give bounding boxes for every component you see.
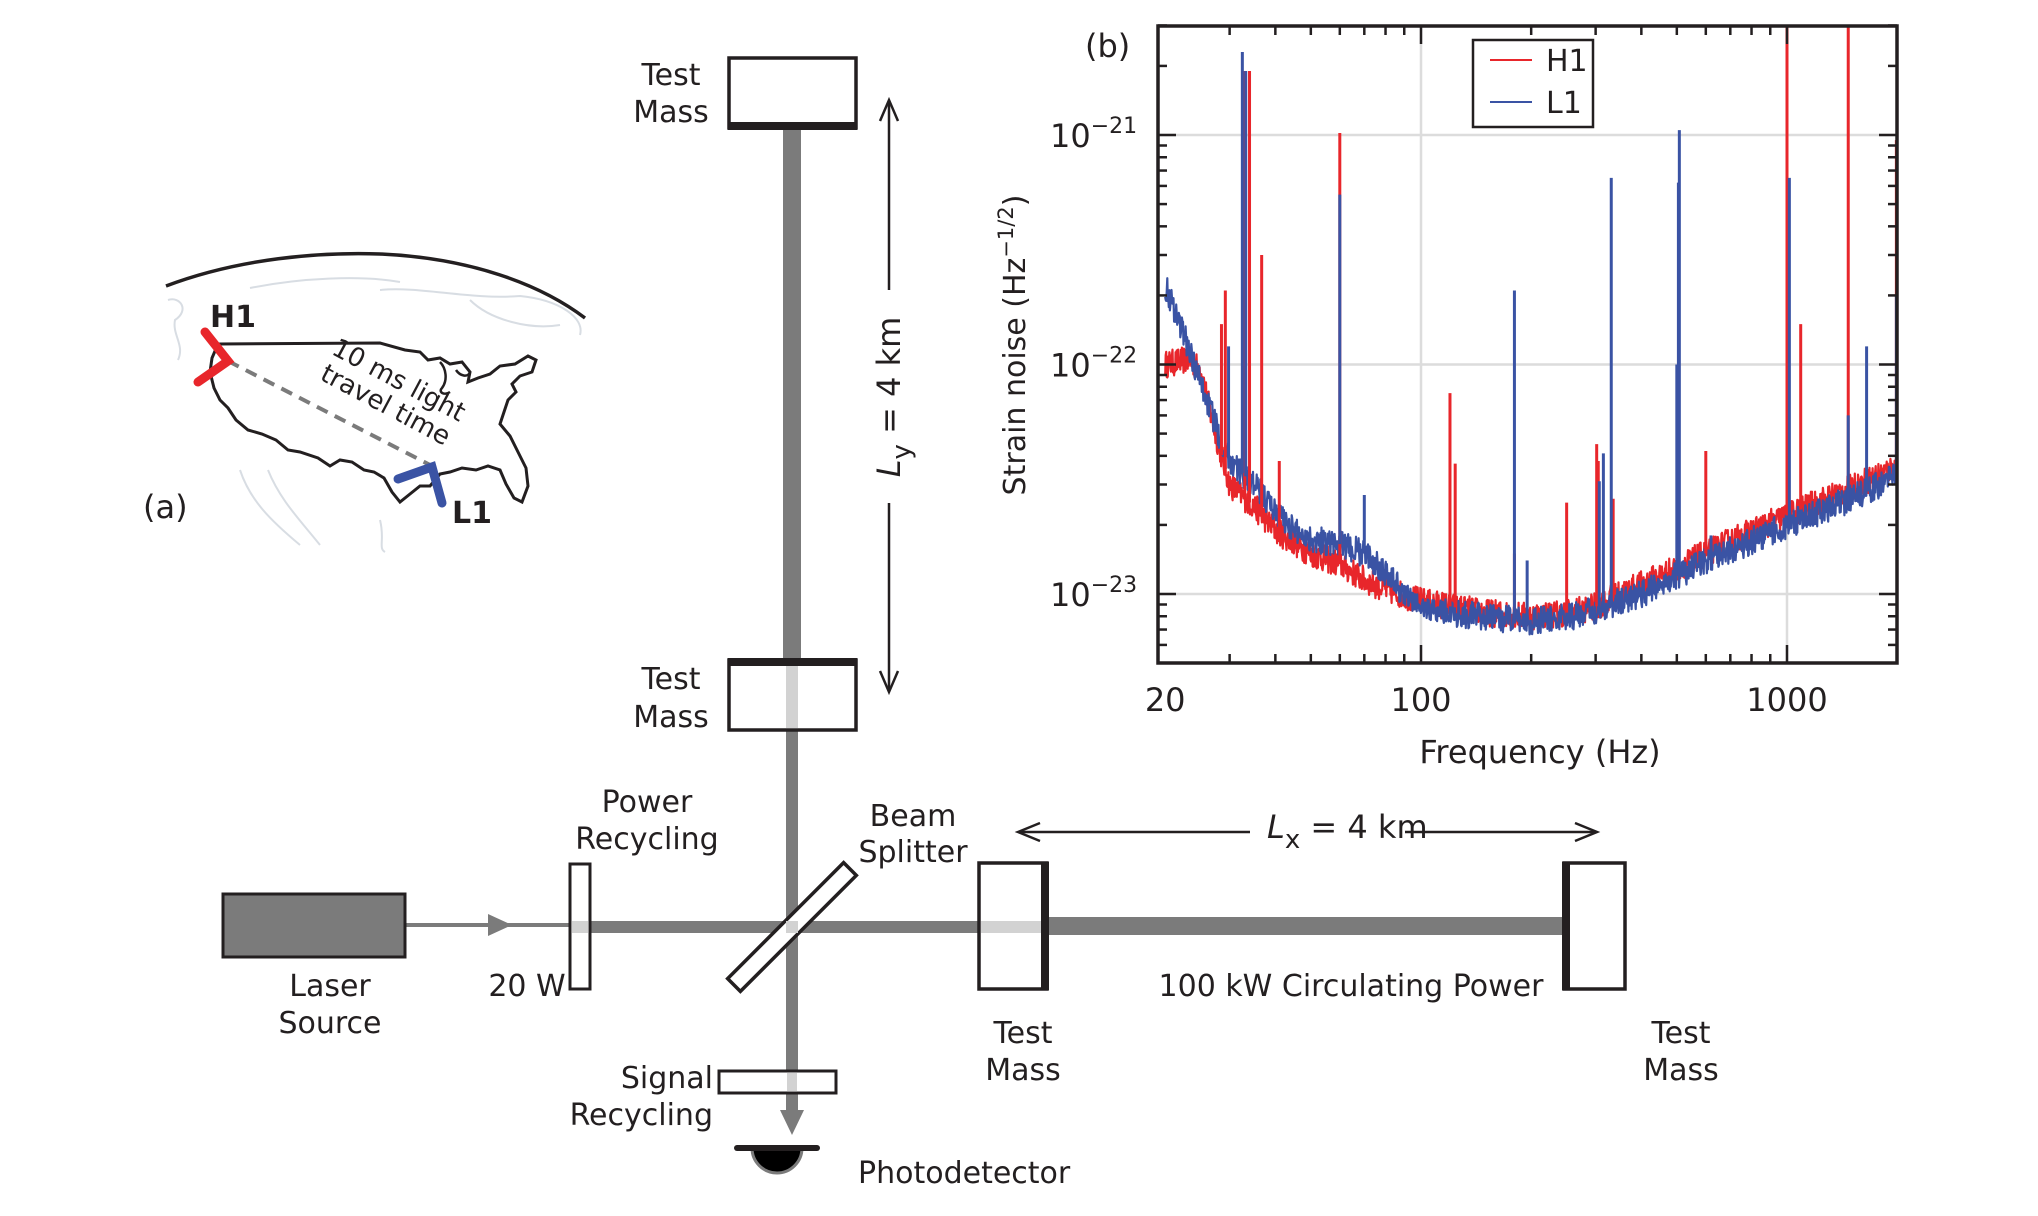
legend-label-h1: H1 xyxy=(1546,44,1588,79)
output-beam-arrowhead xyxy=(780,1110,804,1135)
plot-frame xyxy=(1156,24,1899,665)
x-tick-label: 100 xyxy=(1390,681,1451,719)
inner-y-test-mass-coating xyxy=(728,658,857,666)
inner-y-test-mass-beam-inside xyxy=(786,666,798,728)
end-y-test-mass-label-line2: Mass xyxy=(633,95,709,130)
signal-recycling-mirror xyxy=(717,1069,838,1095)
series-line-l1 xyxy=(1164,277,1899,636)
laser-source-label-line2: Source xyxy=(278,1006,381,1041)
y-tick-label: 10−23 xyxy=(1050,573,1137,614)
y-tick-label: 10−21 xyxy=(1050,114,1137,155)
x-axis-label: Frequency (Hz) xyxy=(1419,733,1660,771)
inner-x-test-mass-label-line2: Mass xyxy=(985,1053,1061,1088)
signal-recycling-label-line2: Recycling xyxy=(570,1098,713,1133)
beam-splitter-overlap xyxy=(786,921,798,933)
signal-recycling-label-line1: Signal xyxy=(621,1061,713,1096)
y-axis-label: Strain noise (Hz−1/2) xyxy=(994,195,1033,496)
input-power-label: 20 W xyxy=(488,969,565,1004)
power-recycling-beam-inside xyxy=(572,921,588,933)
ly-arrowhead-up xyxy=(878,96,900,122)
lx-length-label: Lx = 4 km xyxy=(1267,808,1428,855)
inner-y-test-mass-label-line1: Test xyxy=(640,662,700,697)
faint-continent-outline xyxy=(167,277,582,361)
legend-box xyxy=(1471,38,1595,129)
end-y-test-mass xyxy=(727,56,858,130)
circulating-power-label: 100 kW Circulating Power xyxy=(1159,969,1545,1004)
inner-x-test-mass-coating xyxy=(1041,862,1049,990)
beam-splitter-label-line2: Splitter xyxy=(858,835,968,870)
faint-mexico-outline xyxy=(239,469,386,553)
lx-arrowhead-right xyxy=(1574,821,1601,843)
photodetector-icon xyxy=(750,1146,804,1175)
inner-x-test-mass-beam-inside xyxy=(981,921,1041,933)
inner-y-test-mass-label-line2: Mass xyxy=(633,700,709,735)
input-beam-arrowhead xyxy=(488,914,512,936)
x-tick-label: 1000 xyxy=(1746,681,1827,719)
globe-arc xyxy=(165,251,587,320)
h1-detector-icon xyxy=(193,327,235,387)
l1-site-label: L1 xyxy=(452,496,492,531)
end-x-test-mass-coating xyxy=(1562,862,1570,990)
end-x-test-mass-label-line2: Mass xyxy=(1643,1053,1719,1088)
light-travel-dashed-line xyxy=(227,359,433,468)
ly-arrowhead-down xyxy=(878,670,900,696)
end-y-test-mass-label-line1: Test xyxy=(640,58,700,93)
laser-source-label-line1: Laser xyxy=(289,969,371,1004)
power-recycling-label-line1: Power xyxy=(602,785,693,820)
h1-site-label: H1 xyxy=(210,300,256,335)
panel-b-chart: (b) 20 100 1000 10−21 10−22 10−23 Frequency (… xyxy=(994,24,1899,771)
signal-recycling-beam-inside xyxy=(787,1073,797,1091)
end-x-test-mass-label-line1: Test xyxy=(1650,1016,1710,1051)
us-outline xyxy=(208,341,538,505)
lx-arrowhead-left xyxy=(1014,821,1041,843)
y-tick-label: 10−22 xyxy=(1050,344,1137,385)
y-arm-beam xyxy=(783,129,801,659)
x-tick-label: 20 xyxy=(1145,681,1186,719)
beam-splitter-label-line1: Beam xyxy=(870,799,957,834)
ly-length-label: Ly = 4 km xyxy=(870,317,917,478)
legend-label-l1: L1 xyxy=(1546,86,1582,121)
end-y-test-mass-coating xyxy=(728,122,857,130)
interferometer-diagram: Ly = 4 km Lx = 4 km Test Mass Test Mass … xyxy=(221,56,1719,1191)
photodetector-label: Photodetector xyxy=(858,1156,1071,1191)
power-recycling-label-line2: Recycling xyxy=(575,822,718,857)
laser-source xyxy=(221,892,407,959)
chart-tick-labels: 20 100 1000 10−21 10−22 10−23 xyxy=(1050,114,1828,719)
inner-x-test-mass-label-line1: Test xyxy=(992,1016,1052,1051)
panel-a-label: (a) xyxy=(143,488,188,526)
great-lakes xyxy=(439,361,472,395)
l1-detector-icon xyxy=(393,461,447,508)
panel-b-label: (b) xyxy=(1085,27,1130,65)
chart-legend: H1 L1 xyxy=(1471,38,1595,129)
x-arm-beam xyxy=(1046,917,1564,935)
panel-a-map: H1 L1 10 ms light travel time (a) xyxy=(143,251,587,553)
end-x-test-mass xyxy=(1562,861,1627,991)
